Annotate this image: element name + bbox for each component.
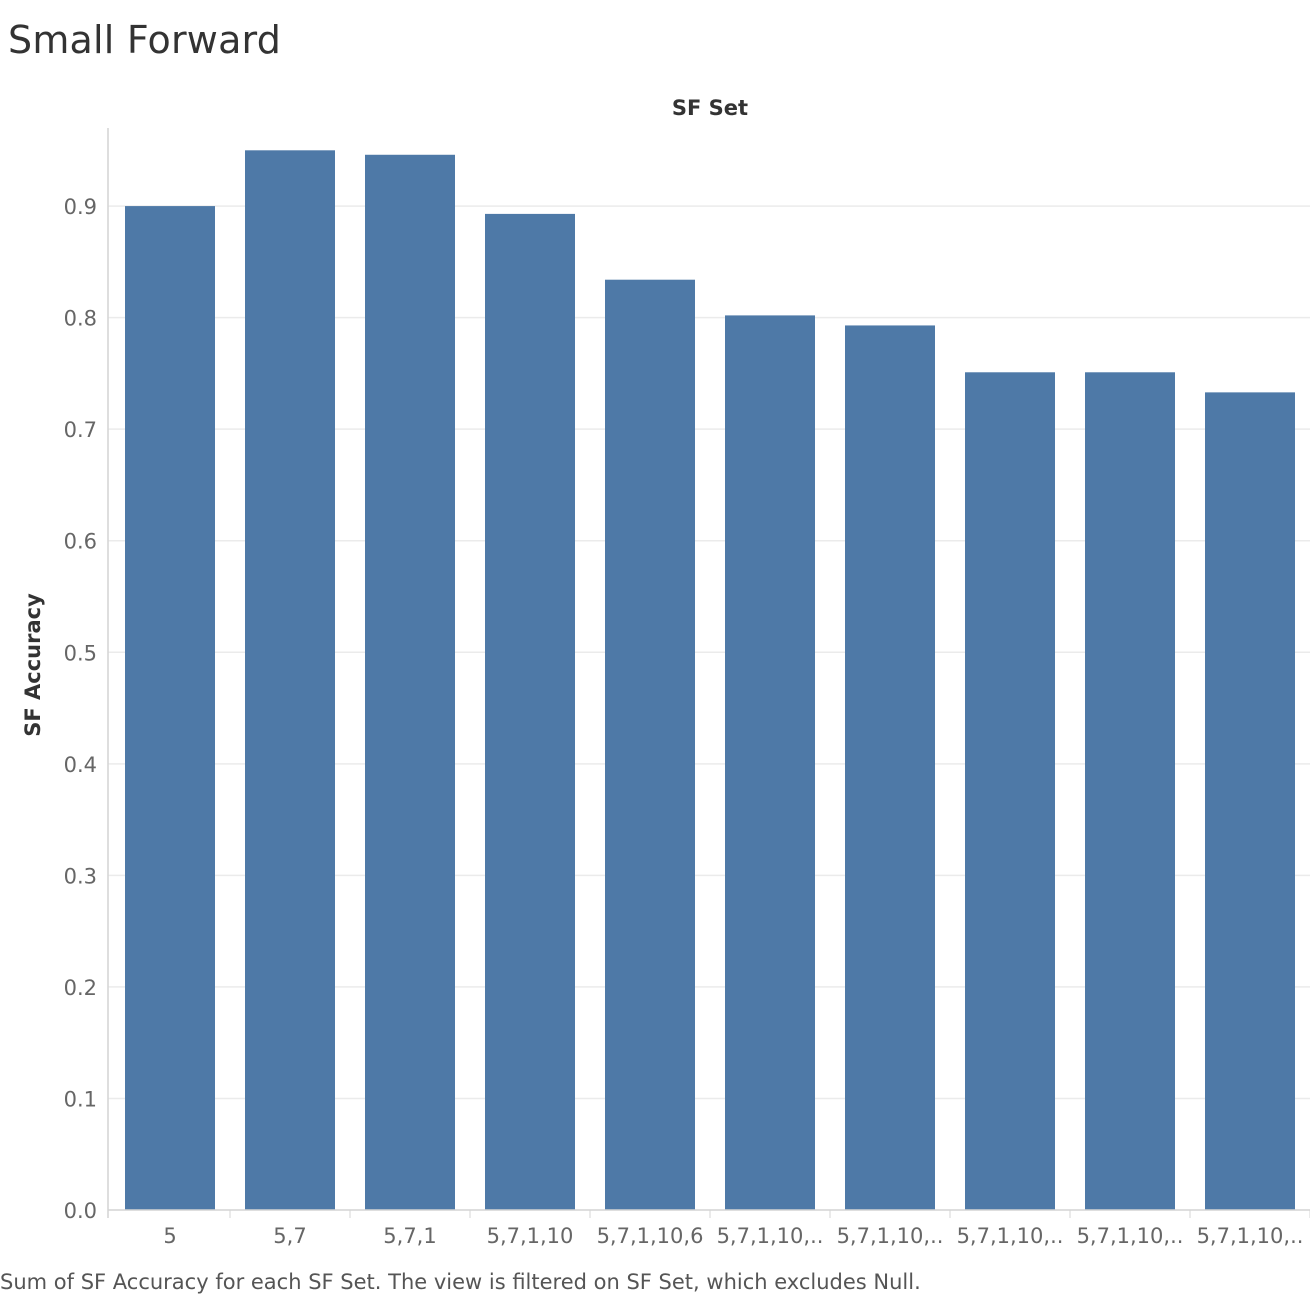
y-tick-label: 0.2 <box>64 976 97 1000</box>
bars <box>125 150 1295 1211</box>
x-tick-label: 5,7,1,10,6 <box>597 1224 704 1248</box>
x-tick-label: 5,7,1,10,.. <box>717 1224 824 1248</box>
y-tick-label: 0.7 <box>64 418 97 442</box>
y-tick-label: 0.4 <box>64 753 97 777</box>
y-tick-label: 0.6 <box>64 530 97 554</box>
x-tick-label: 5,7,1 <box>383 1224 436 1248</box>
y-tick-label: 0.8 <box>64 307 97 331</box>
x-tick-label: 5,7,1,10,.. <box>957 1224 1064 1248</box>
bar[interactable] <box>1085 372 1175 1210</box>
x-axis-title: SF Set <box>672 96 748 120</box>
bar[interactable] <box>245 150 335 1210</box>
page-title: Small Forward <box>8 18 282 62</box>
x-tick-label: 5,7,1,10,.. <box>1077 1224 1184 1248</box>
x-tick-label: 5 <box>163 1224 176 1248</box>
axes <box>107 128 1310 1218</box>
y-tick-label: 0.1 <box>64 1087 97 1111</box>
y-tick-label: 0.5 <box>64 641 97 665</box>
y-tick-label: 0.0 <box>64 1199 97 1223</box>
bar[interactable] <box>1205 392 1295 1210</box>
chart-caption: Sum of SF Accuracy for each SF Set. The … <box>0 1270 921 1294</box>
bar[interactable] <box>125 206 215 1211</box>
bar[interactable] <box>725 315 815 1210</box>
x-tick-label: 5,7 <box>273 1224 306 1248</box>
bar[interactable] <box>365 154 455 1211</box>
bar[interactable] <box>605 279 695 1210</box>
bar[interactable] <box>845 325 935 1210</box>
x-tick-label: 5,7,1,10,.. <box>1197 1224 1304 1248</box>
y-axis-title: SF Accuracy <box>21 593 45 737</box>
x-tick-labels: 5 5,7 5,7,1 5,7,1,10 5,7,1,10,6 5,7,1,10,.. 5,… <box>163 1224 1303 1248</box>
y-tick-label: 0.3 <box>64 864 97 888</box>
y-tick-labels: 0.0 0.1 0.2 0.3 0.4 0.5 0.6 0.7 0.8 0.9 <box>64 195 97 1223</box>
y-tick-label: 0.9 <box>64 195 97 219</box>
x-tick-label: 5,7,1,10 <box>487 1224 574 1248</box>
bar[interactable] <box>485 213 575 1210</box>
bar[interactable] <box>965 372 1055 1210</box>
x-tick-label: 5,7,1,10,.. <box>837 1224 944 1248</box>
